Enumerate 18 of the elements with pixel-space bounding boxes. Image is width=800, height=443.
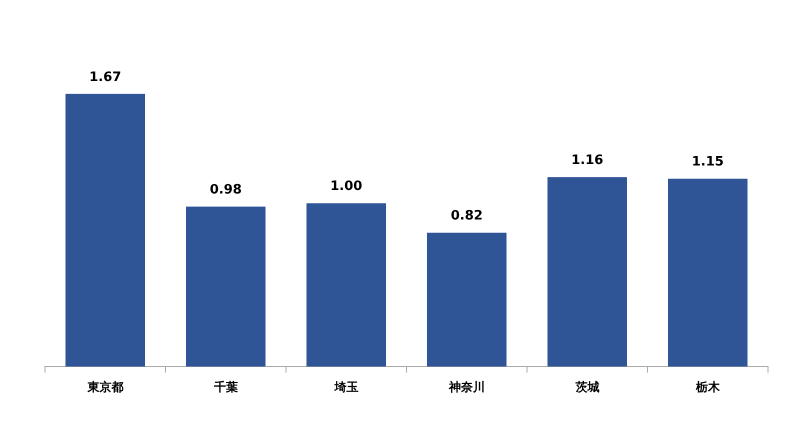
bar [547,177,628,367]
x-tick-label: 茨城 [574,380,600,394]
bar [426,232,507,367]
data-label: 1.00 [330,179,362,194]
data-label: 0.98 [210,182,242,198]
bar [668,178,748,367]
data-label: 1.15 [692,154,724,170]
x-tick-label: 埼玉 [333,380,358,394]
x-tick-label: 東京都 [86,380,124,394]
x-tick-label: 神奈川 [448,380,485,394]
x-tick-label: 栃木 [694,380,721,394]
data-label: 1.16 [571,153,604,168]
x-tick-label: 千葉 [212,380,238,394]
data-label: 0.82 [450,208,483,224]
bar [65,94,146,367]
bar [186,206,266,367]
data-label: 1.67 [89,70,122,85]
bar [306,203,386,367]
